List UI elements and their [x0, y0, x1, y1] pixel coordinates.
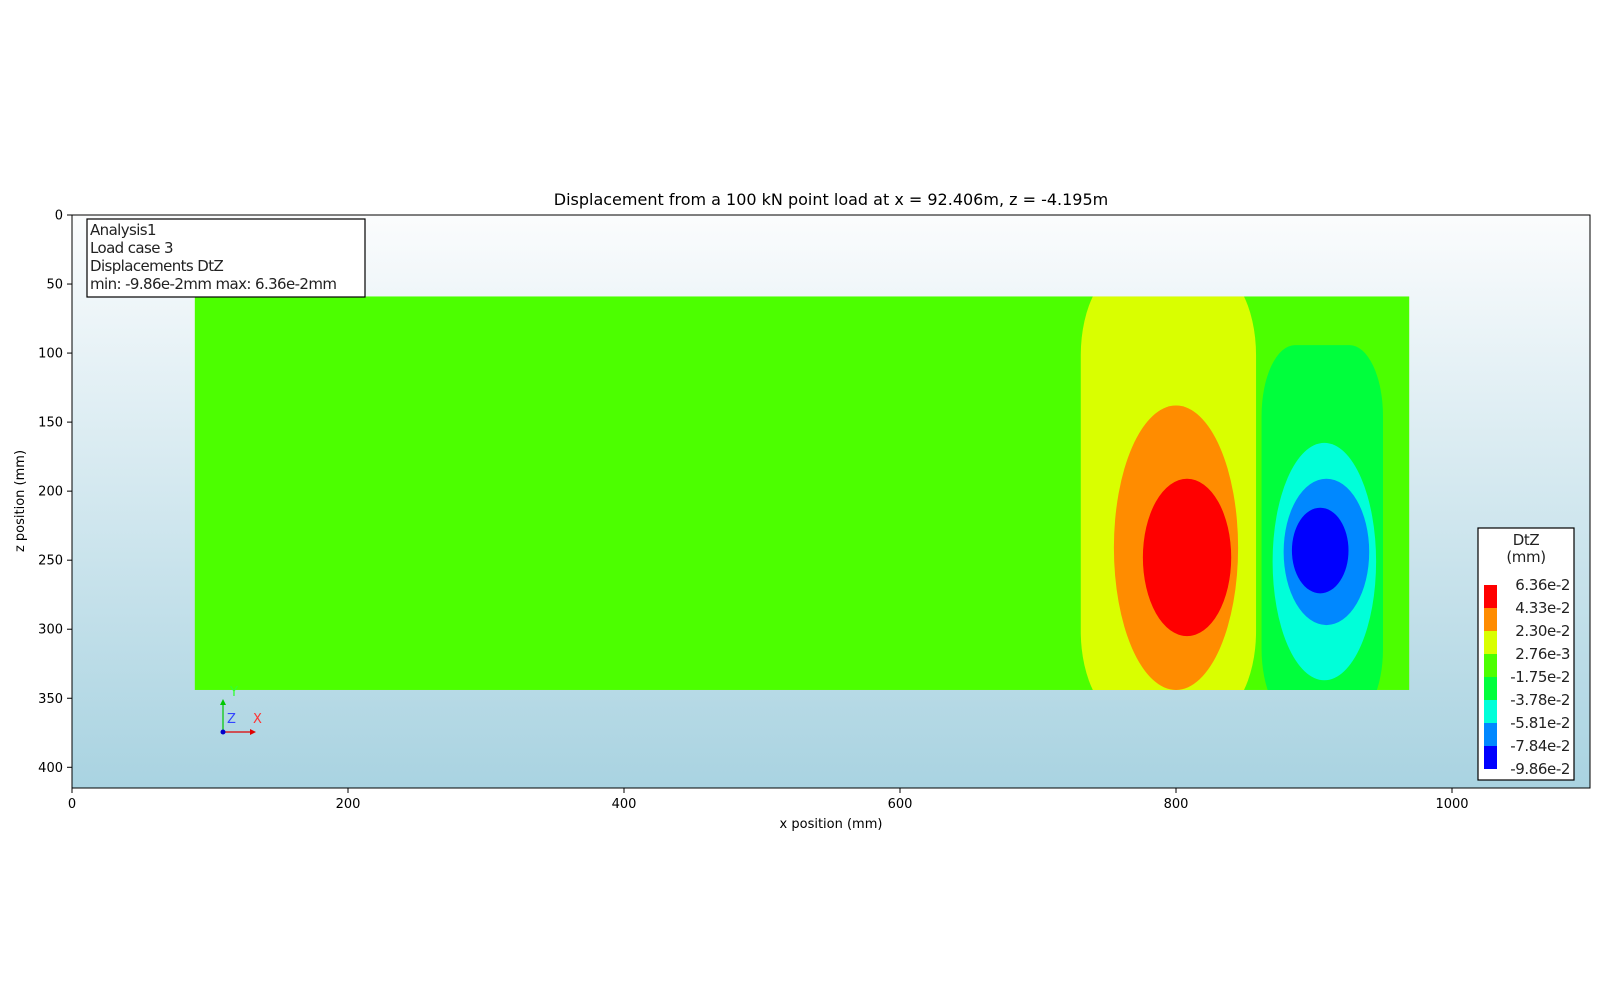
legend-label: 6.36e-2: [1515, 576, 1570, 594]
contour-band: [1291, 507, 1349, 594]
x-tick-label: 1000: [1435, 797, 1468, 812]
plot-frame: [71, 214, 1591, 789]
y-tick-label: 300: [38, 623, 63, 638]
legend-swatch: [1484, 585, 1497, 608]
triad-x-arrow: [250, 729, 256, 735]
y-axis: 0 50 100 150 200 250 300 350 400: [38, 209, 72, 776]
y-axis-label: z position (mm): [13, 450, 28, 552]
legend-label: 2.30e-2: [1515, 622, 1570, 640]
chart-title: Displacement from a 100 kN point load at…: [554, 190, 1109, 209]
legend-swatch: [1484, 654, 1497, 677]
info-line-min-max: min: -9.86e-2mm max: 6.36e-2mm: [90, 275, 336, 293]
legend-label: -5.81e-2: [1510, 714, 1570, 732]
legend-label: -3.78e-2: [1510, 691, 1570, 709]
legend-label: -9.86e-2: [1510, 760, 1570, 778]
y-tick-label: 350: [38, 692, 63, 707]
legend-swatch: [1484, 723, 1497, 746]
legend-label: -1.75e-2: [1510, 668, 1570, 686]
legend-label: 4.33e-2: [1515, 599, 1570, 617]
y-tick-label: 0: [55, 209, 63, 224]
info-line-analysis: Analysis1: [90, 221, 156, 239]
x-axis-label: x position (mm): [780, 817, 883, 832]
info-line-load-case: Load case 3: [90, 239, 173, 257]
model-contour: [194, 296, 1410, 690]
triad-origin: [220, 729, 226, 735]
legend-label: -7.84e-2: [1510, 737, 1570, 755]
y-tick-label: 50: [46, 278, 63, 293]
triad-y-label: Y: [229, 685, 238, 700]
x-tick-label: 800: [1164, 797, 1189, 812]
y-tick-label: 100: [38, 347, 63, 362]
x-tick-label: 400: [612, 797, 637, 812]
legend-swatch: [1484, 700, 1497, 723]
legend-swatch: [1484, 746, 1497, 769]
legend-swatch: [1484, 677, 1497, 700]
legend-unit: (mm): [1506, 548, 1545, 566]
legend-swatch: [1484, 608, 1497, 631]
y-tick-label: 400: [38, 761, 63, 776]
color-legend: DtZ (mm) 6.36e-2 4.33e-2 2.30e-2 2.76e-3 -1.…: [1477, 527, 1575, 781]
plot-area: Z XY Analysis1 Load case 3 Displacements …: [71, 214, 1591, 789]
x-axis: 0 200 400 600 800 1000: [68, 788, 1469, 812]
x-tick-label: 600: [888, 797, 913, 812]
info-box: Analysis1 Load case 3 Displacements DtZ …: [86, 218, 366, 298]
x-tick-label: 200: [336, 797, 361, 812]
legend-title: DtZ: [1513, 531, 1540, 549]
info-box-frame: [86, 218, 366, 298]
contour-band: [1142, 478, 1232, 637]
legend-label: 2.76e-3: [1515, 645, 1570, 663]
info-line-result: Displacements DtZ: [90, 257, 224, 275]
y-tick-label: 150: [38, 416, 63, 431]
triad-x-label: X: [253, 712, 262, 727]
y-tick-label: 250: [38, 554, 63, 569]
legend-swatch: [1484, 631, 1497, 654]
triad-z-arrow: [220, 699, 226, 705]
axis-triad: Z XY: [220, 685, 262, 735]
x-tick-label: 0: [68, 797, 76, 812]
y-tick-label: 200: [38, 485, 63, 500]
triad-z-label: Z: [227, 712, 236, 727]
